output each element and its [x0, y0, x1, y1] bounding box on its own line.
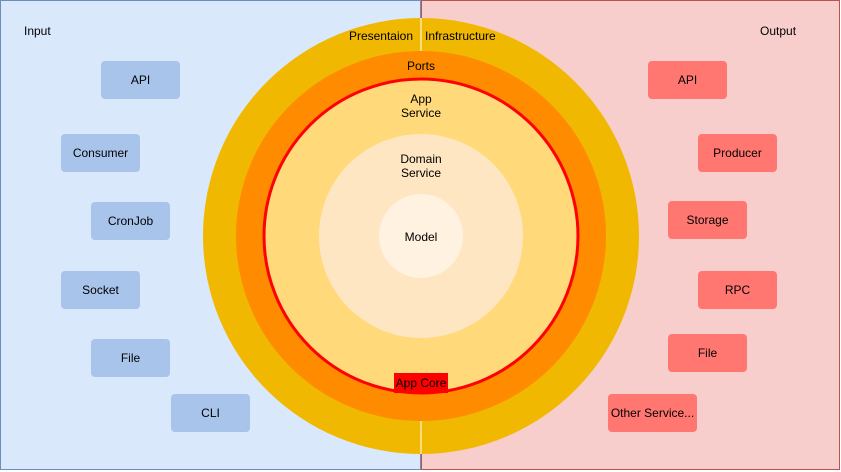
infrastructure-label: Infrastructure: [425, 29, 496, 43]
model-label: Model: [405, 230, 438, 244]
output-rpc-box[interactable]: RPC: [698, 271, 777, 309]
app-service-label-line1: App: [410, 92, 432, 106]
presentation-label: Presentaion: [349, 29, 413, 43]
output-api-box[interactable]: API: [648, 61, 727, 99]
app-core-label-bg: [394, 373, 448, 393]
output-file-box[interactable]: File: [668, 334, 747, 372]
output-title: Output: [760, 24, 797, 38]
output-storage-box[interactable]: Storage: [668, 201, 747, 239]
app-core-label: App Core: [396, 376, 447, 390]
input-socket-box[interactable]: Socket: [61, 271, 140, 309]
output-producer-box[interactable]: Producer: [698, 134, 777, 172]
domain-service-label-line1: Domain: [400, 152, 441, 166]
input-file-box[interactable]: File: [91, 339, 170, 377]
model-circle: [379, 194, 463, 278]
input-title: Input: [24, 24, 51, 38]
input-cli-box[interactable]: CLI: [171, 394, 250, 432]
input-api-box[interactable]: API: [101, 61, 180, 99]
domain-service-label-line2: Service: [401, 166, 441, 180]
ports-label: Ports: [407, 59, 435, 73]
input-consumer-box[interactable]: Consumer: [61, 134, 140, 172]
app-service-label-line2: Service: [401, 106, 441, 120]
input-cronjob-box[interactable]: CronJob: [91, 202, 170, 240]
output-other-service-box[interactable]: Other Service...: [608, 394, 697, 432]
